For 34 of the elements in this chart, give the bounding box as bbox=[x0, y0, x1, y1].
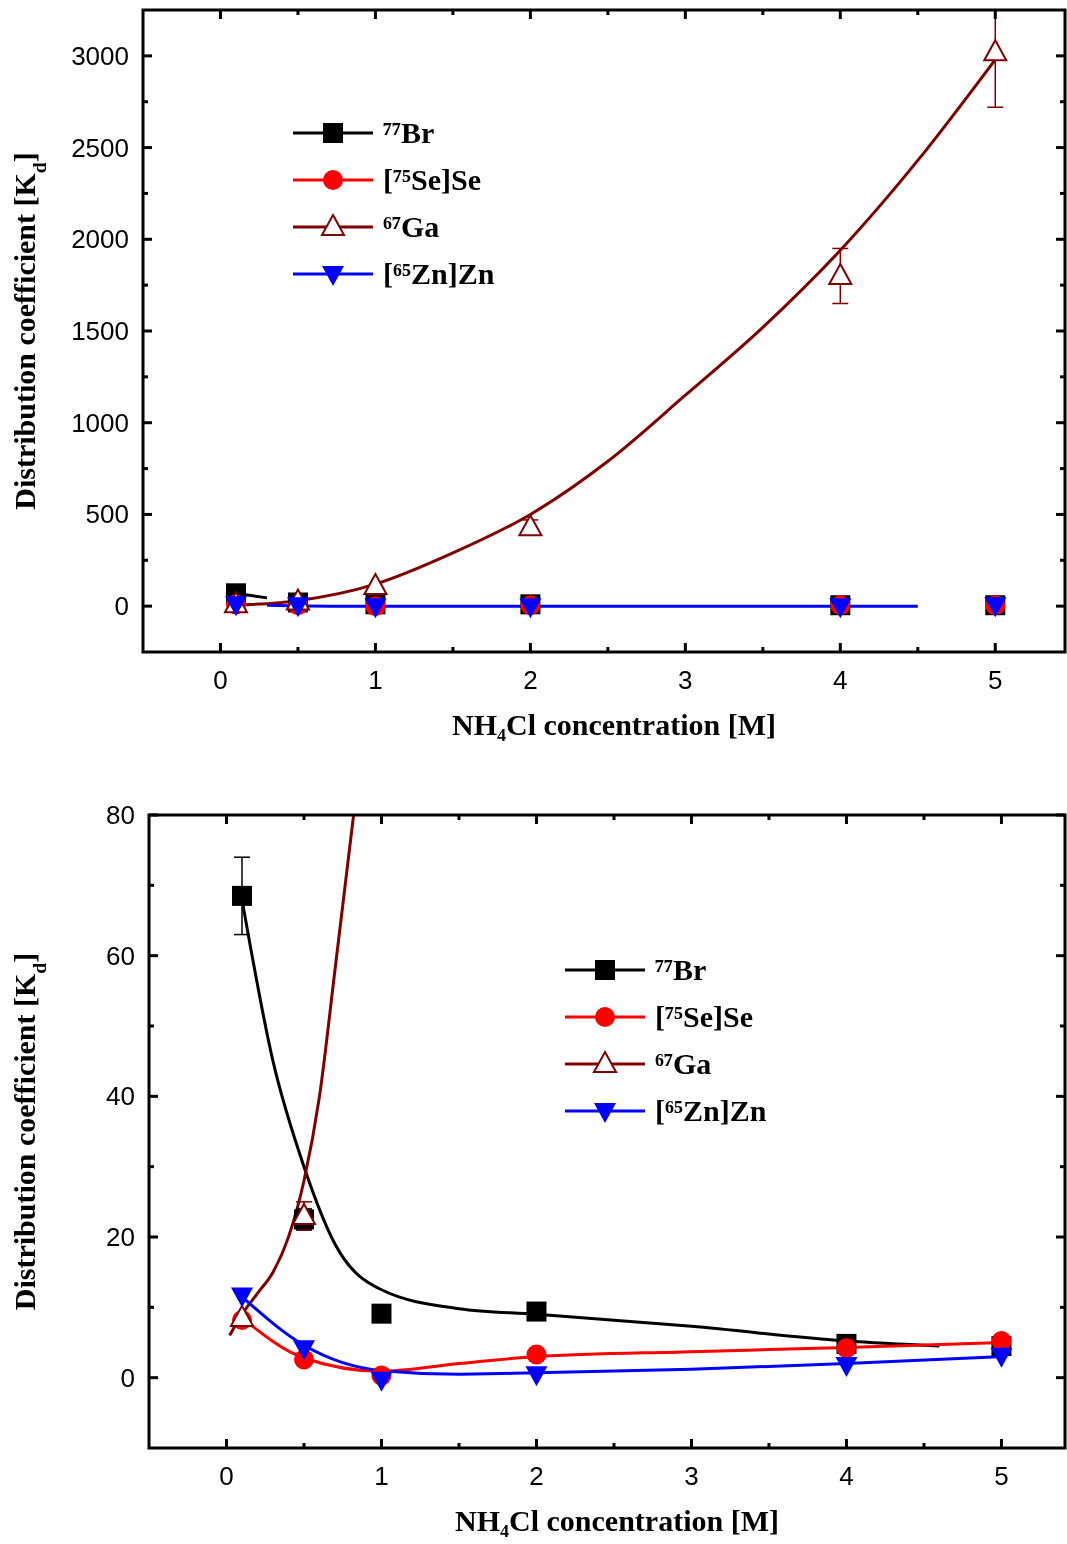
legend-label: [⁷⁵Se]Se bbox=[655, 1000, 753, 1033]
y-tick-label: 0 bbox=[114, 591, 129, 622]
x-tick-label: 1 bbox=[368, 665, 383, 695]
x-tick-label: 0 bbox=[213, 665, 228, 695]
x-tick-label: 2 bbox=[523, 665, 538, 695]
y-tick-label: 1500 bbox=[71, 316, 129, 346]
x-axis-title: NH₄Cl concentration [M] bbox=[452, 708, 776, 741]
y-tick-label: 80 bbox=[106, 800, 135, 830]
x-tick-label: 0 bbox=[219, 1461, 234, 1491]
y-tick-label: 2000 bbox=[71, 224, 129, 255]
legend-label: ⁷⁷Br bbox=[383, 116, 435, 149]
legend-label: ⁷⁷Br bbox=[655, 953, 707, 986]
y-tick-label: 20 bbox=[106, 1222, 135, 1252]
y-tick-label: 60 bbox=[106, 940, 135, 971]
y-tick-label: 40 bbox=[106, 1081, 135, 1112]
legend-label: ⁶⁷Ga bbox=[383, 210, 440, 243]
y-tick-label: 2500 bbox=[71, 132, 129, 163]
x-tick-label: 1 bbox=[374, 1461, 389, 1491]
x-tick-label: 2 bbox=[529, 1461, 544, 1491]
y-tick-label: 3000 bbox=[71, 40, 129, 71]
x-axis-title: NH₄Cl concentration [M] bbox=[455, 1504, 779, 1537]
legend-label: ⁶⁷Ga bbox=[655, 1047, 712, 1080]
x-tick-label: 5 bbox=[994, 1461, 1009, 1491]
x-tick-label: 4 bbox=[833, 665, 848, 695]
x-tick-label: 3 bbox=[684, 1461, 699, 1491]
x-tick-label: 4 bbox=[839, 1461, 854, 1491]
legend-label: [⁷⁵Se]Se bbox=[383, 163, 481, 196]
x-tick-label: 5 bbox=[988, 665, 1003, 695]
y-tick-label: 1000 bbox=[71, 407, 129, 438]
legend-label: [⁶⁵Zn]Zn bbox=[383, 257, 495, 290]
y-tick-label: 0 bbox=[120, 1362, 135, 1393]
legend-label: [⁶⁵Zn]Zn bbox=[655, 1094, 767, 1127]
x-tick-label: 3 bbox=[678, 665, 693, 695]
y-tick-label: 500 bbox=[85, 499, 129, 530]
